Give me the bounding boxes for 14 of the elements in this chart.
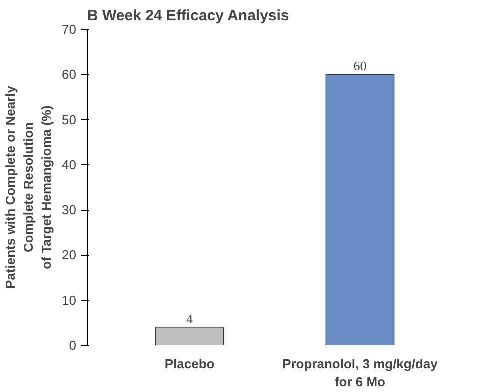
y-tick-label: 0 [69, 338, 77, 353]
chart-title: B Week 24 Efficacy Analysis [88, 8, 290, 24]
y-tick-label: 60 [62, 67, 77, 82]
y-axis-title: Patients with Complete or Nearly Complete Resolution of Target Hemangioma (%) [3, 85, 54, 289]
y-tick-label: 70 [62, 22, 77, 37]
x-tick-label: Propranolol, 3 mg/kg/day for 6 Mo [282, 356, 439, 390]
data-label: 4 [186, 311, 194, 326]
y-tick-label: 30 [62, 202, 77, 218]
y-tick-label: 40 [62, 157, 77, 172]
y-tick-label: 50 [62, 112, 77, 128]
y-tick-label: 20 [62, 248, 77, 263]
data-label: 60 [354, 58, 367, 74]
y-tick-label: 10 [62, 292, 77, 308]
x-tick-label: Placebo [164, 356, 215, 372]
